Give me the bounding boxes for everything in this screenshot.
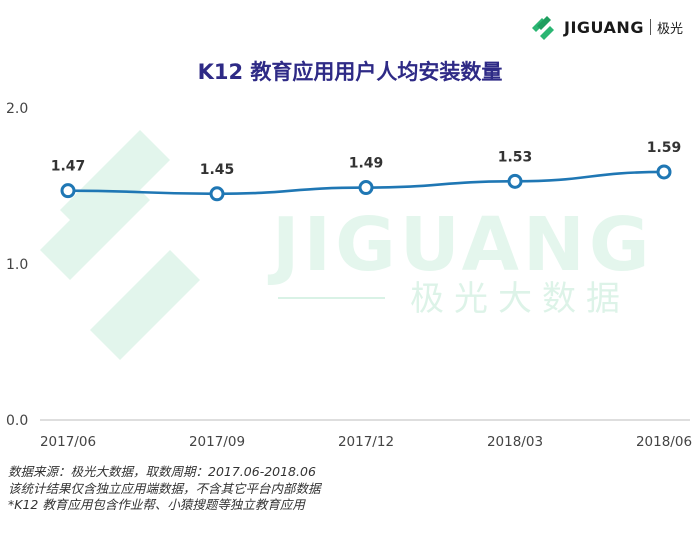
brand-separator: [649, 19, 651, 35]
brand-logo: JIGUANG 极光: [528, 12, 683, 42]
chart-title: K12 教育应用用户人均安装数量: [197, 60, 503, 84]
data-label: 1.45: [200, 162, 235, 178]
x-tick-label: 2017/12: [338, 434, 394, 450]
y-tick-label: 0.0: [6, 413, 28, 429]
footer-definition: *K12 教育应用包含作业帮、小猿搜题等独立教育应用: [8, 497, 305, 512]
data-point: [358, 180, 374, 196]
line-chart: JIGUANG 极光大数据 0.0 1.0 2.0 2017/06 2017/09 20…: [6, 101, 692, 450]
data-label: 1.59: [647, 140, 682, 156]
data-label: 1.53: [498, 149, 533, 165]
brand-name-cn: 极光: [656, 21, 683, 37]
footer-scope: 该统计结果仅含独立应用端数据，不含其它平台内部数据: [8, 480, 321, 496]
data-point: [507, 173, 523, 189]
brand-name: JIGUANG: [564, 17, 644, 37]
watermark-cn: 极光大数据: [410, 279, 630, 319]
jiguang-logo-icon: [532, 16, 554, 40]
y-tick-label: 1.0: [6, 257, 28, 273]
data-label: 1.47: [51, 159, 86, 175]
footer-notes: 数据来源：极光大数据，取数周期：2017.06-2018.06 该统计结果仅含独…: [8, 464, 321, 514]
x-tick-label: 2017/06: [40, 434, 96, 450]
data-point: [60, 183, 76, 199]
data-label: 1.49: [349, 156, 384, 172]
x-tick-label: 2018/03: [487, 434, 543, 450]
data-point: [656, 164, 672, 180]
x-tick-label: 2018/06: [636, 434, 692, 450]
data-point: [209, 186, 225, 202]
watermark: JIGUANG 极光大数据: [40, 130, 654, 360]
y-tick-label: 2.0: [6, 101, 28, 117]
footer-source: 数据来源：极光大数据，取数周期：2017.06-2018.06: [8, 464, 316, 479]
watermark-brand: JIGUANG: [267, 202, 654, 288]
x-tick-label: 2017/09: [189, 434, 245, 450]
